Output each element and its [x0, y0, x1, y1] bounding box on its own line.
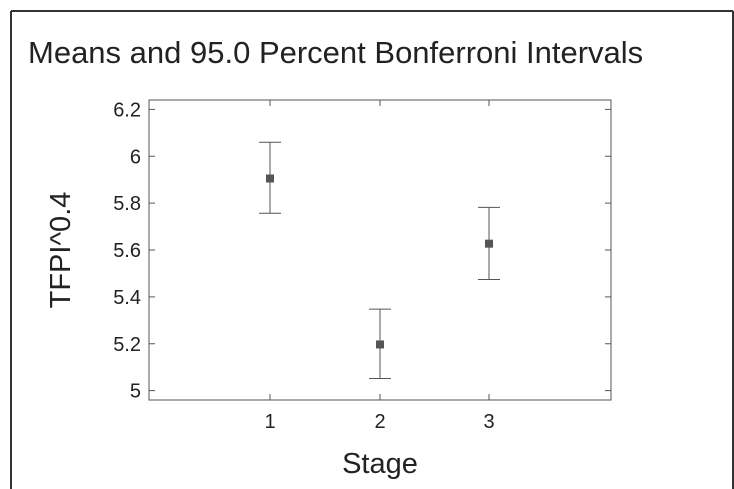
x-tick-label: 3	[483, 411, 494, 433]
x-axis: 1 2 3	[264, 100, 495, 433]
mean-marker	[376, 340, 384, 349]
y-tick-label: 5.8	[113, 193, 141, 215]
y-tick-label: 5	[130, 381, 141, 403]
x-axis-label: Stage	[342, 448, 418, 480]
mean-marker	[485, 239, 493, 248]
y-tick-label: 6	[130, 146, 141, 168]
y-axis: 5 5.2 5.4 5.6 5.8 6 6.2	[113, 99, 611, 403]
x-tick-label: 2	[374, 411, 385, 433]
y-tick-label: 5.2	[113, 334, 141, 356]
mean-markers	[266, 174, 493, 349]
mean-marker	[266, 174, 274, 183]
y-tick-label: 6.2	[113, 99, 141, 121]
y-tick-label: 5.6	[113, 240, 141, 262]
y-axis-label: TFPI^0.4	[45, 192, 77, 309]
chart-title: Means and 95.0 Percent Bonferroni Interv…	[28, 35, 643, 70]
x-tick-label: 1	[264, 411, 275, 433]
y-tick-label: 5.4	[113, 287, 141, 309]
